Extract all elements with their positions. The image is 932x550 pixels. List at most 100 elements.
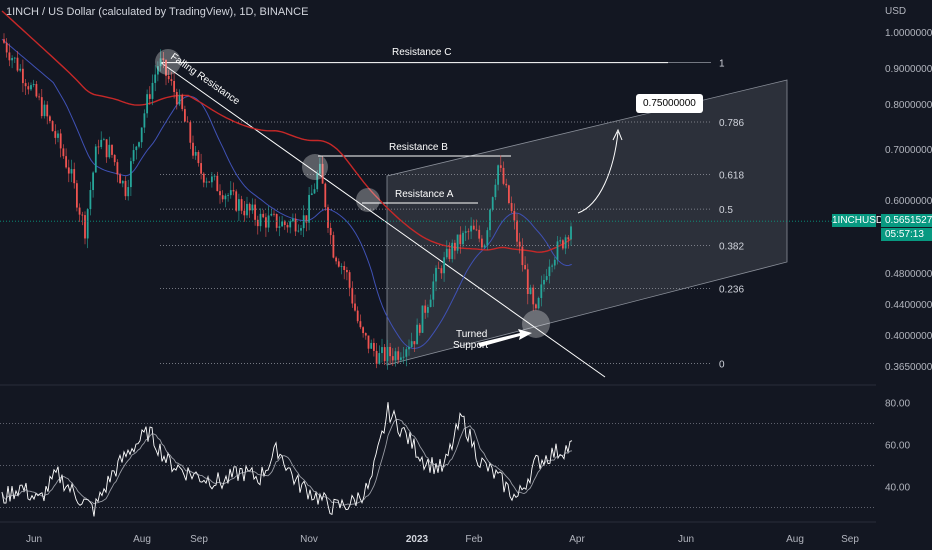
candle-body [127, 187, 130, 197]
candle-body [562, 240, 564, 249]
target-arrow [577, 131, 619, 214]
price-axis-tick: 0.36500000 [885, 362, 932, 373]
candle-body [108, 144, 111, 158]
candle-body [200, 163, 202, 174]
candle-body [32, 84, 35, 86]
candle-body [405, 349, 408, 357]
candle-body [543, 279, 545, 285]
candle-body [165, 59, 167, 76]
candle-body [362, 327, 364, 334]
candle-body [416, 324, 418, 345]
candle-body [545, 276, 548, 280]
candle-body [227, 195, 229, 196]
candle-body [130, 161, 132, 188]
candle-body [302, 215, 305, 229]
candle-body [359, 321, 362, 328]
candle-body [567, 237, 570, 240]
highlight-circle [155, 49, 181, 75]
candle-body [375, 350, 378, 364]
candle-body [265, 217, 267, 228]
candle-body [111, 144, 113, 155]
candle-body [43, 104, 46, 117]
candle-body [464, 231, 467, 233]
rsi-axis-tick: 80.00 [885, 399, 910, 410]
candle-body [332, 235, 335, 258]
candle-body [348, 272, 351, 288]
target-callout: 0.75000000 [636, 94, 703, 113]
candle-body [154, 74, 157, 83]
time-axis-tick: Nov [300, 534, 318, 545]
target-arrowhead [612, 128, 623, 141]
candle-body [292, 218, 294, 222]
candle-body [535, 304, 537, 309]
candle-body [178, 95, 181, 105]
fib-level-label: 0.236 [719, 285, 744, 296]
candle-body [532, 287, 535, 305]
candle-body [289, 221, 292, 228]
candle-body [243, 210, 246, 216]
candle-body [305, 215, 308, 223]
candle-body [202, 173, 205, 183]
turned-support-label-2: Support [453, 340, 488, 351]
currency-label: USD [885, 6, 907, 17]
candle-body [92, 172, 94, 191]
candle-body [119, 174, 121, 184]
candle-body [443, 257, 445, 274]
candle-body [181, 95, 184, 110]
candle-body [8, 52, 11, 61]
candle-body [70, 169, 73, 174]
candle-body [38, 96, 40, 98]
candle-body [235, 191, 238, 211]
ma-short-line [1, 38, 572, 349]
candle-body [313, 189, 316, 194]
candle-body [251, 204, 254, 211]
candle-body [132, 150, 135, 162]
candle-body [435, 267, 437, 282]
candle-body [475, 229, 478, 231]
candle-body [402, 356, 405, 358]
candle-body [448, 248, 451, 259]
candle-body [65, 156, 67, 168]
candle-body [364, 333, 367, 336]
candle-body [232, 190, 235, 192]
candle-body [408, 346, 410, 350]
candle-body [300, 228, 302, 231]
candle-body [570, 226, 572, 240]
candle-body [497, 165, 499, 185]
candle-body [445, 248, 448, 258]
candle-body [167, 75, 170, 80]
candle-body [308, 194, 310, 223]
candle-body [240, 199, 243, 211]
candle-body [286, 225, 289, 228]
candle-body [421, 305, 424, 333]
candle-body [194, 152, 197, 156]
candle-body [537, 297, 540, 309]
candle-body [208, 181, 211, 183]
candle-body [229, 190, 232, 196]
candle-body [213, 175, 216, 177]
highlight-circle [356, 188, 380, 212]
candle-body [86, 209, 89, 239]
candle-body [94, 146, 97, 173]
candle-body [499, 165, 502, 168]
candle-body [483, 245, 486, 248]
candle-body [192, 142, 194, 156]
candle-body [418, 324, 421, 333]
candle-body [151, 82, 154, 99]
candle-body [135, 146, 138, 151]
candle-body [219, 191, 221, 196]
candle-body [343, 266, 346, 271]
ma-long-line [1, 10, 573, 253]
time-axis-tick: Jun [26, 534, 42, 545]
candle-body [556, 241, 559, 260]
candle-body [294, 218, 297, 232]
rsi-signal-line [1, 418, 573, 506]
candle-body [467, 231, 470, 233]
candle-body [62, 148, 65, 157]
